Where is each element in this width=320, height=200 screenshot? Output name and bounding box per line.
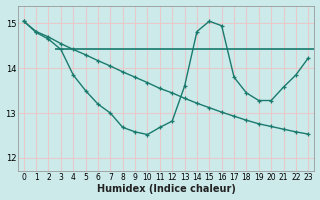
X-axis label: Humidex (Indice chaleur): Humidex (Indice chaleur) xyxy=(97,184,236,194)
